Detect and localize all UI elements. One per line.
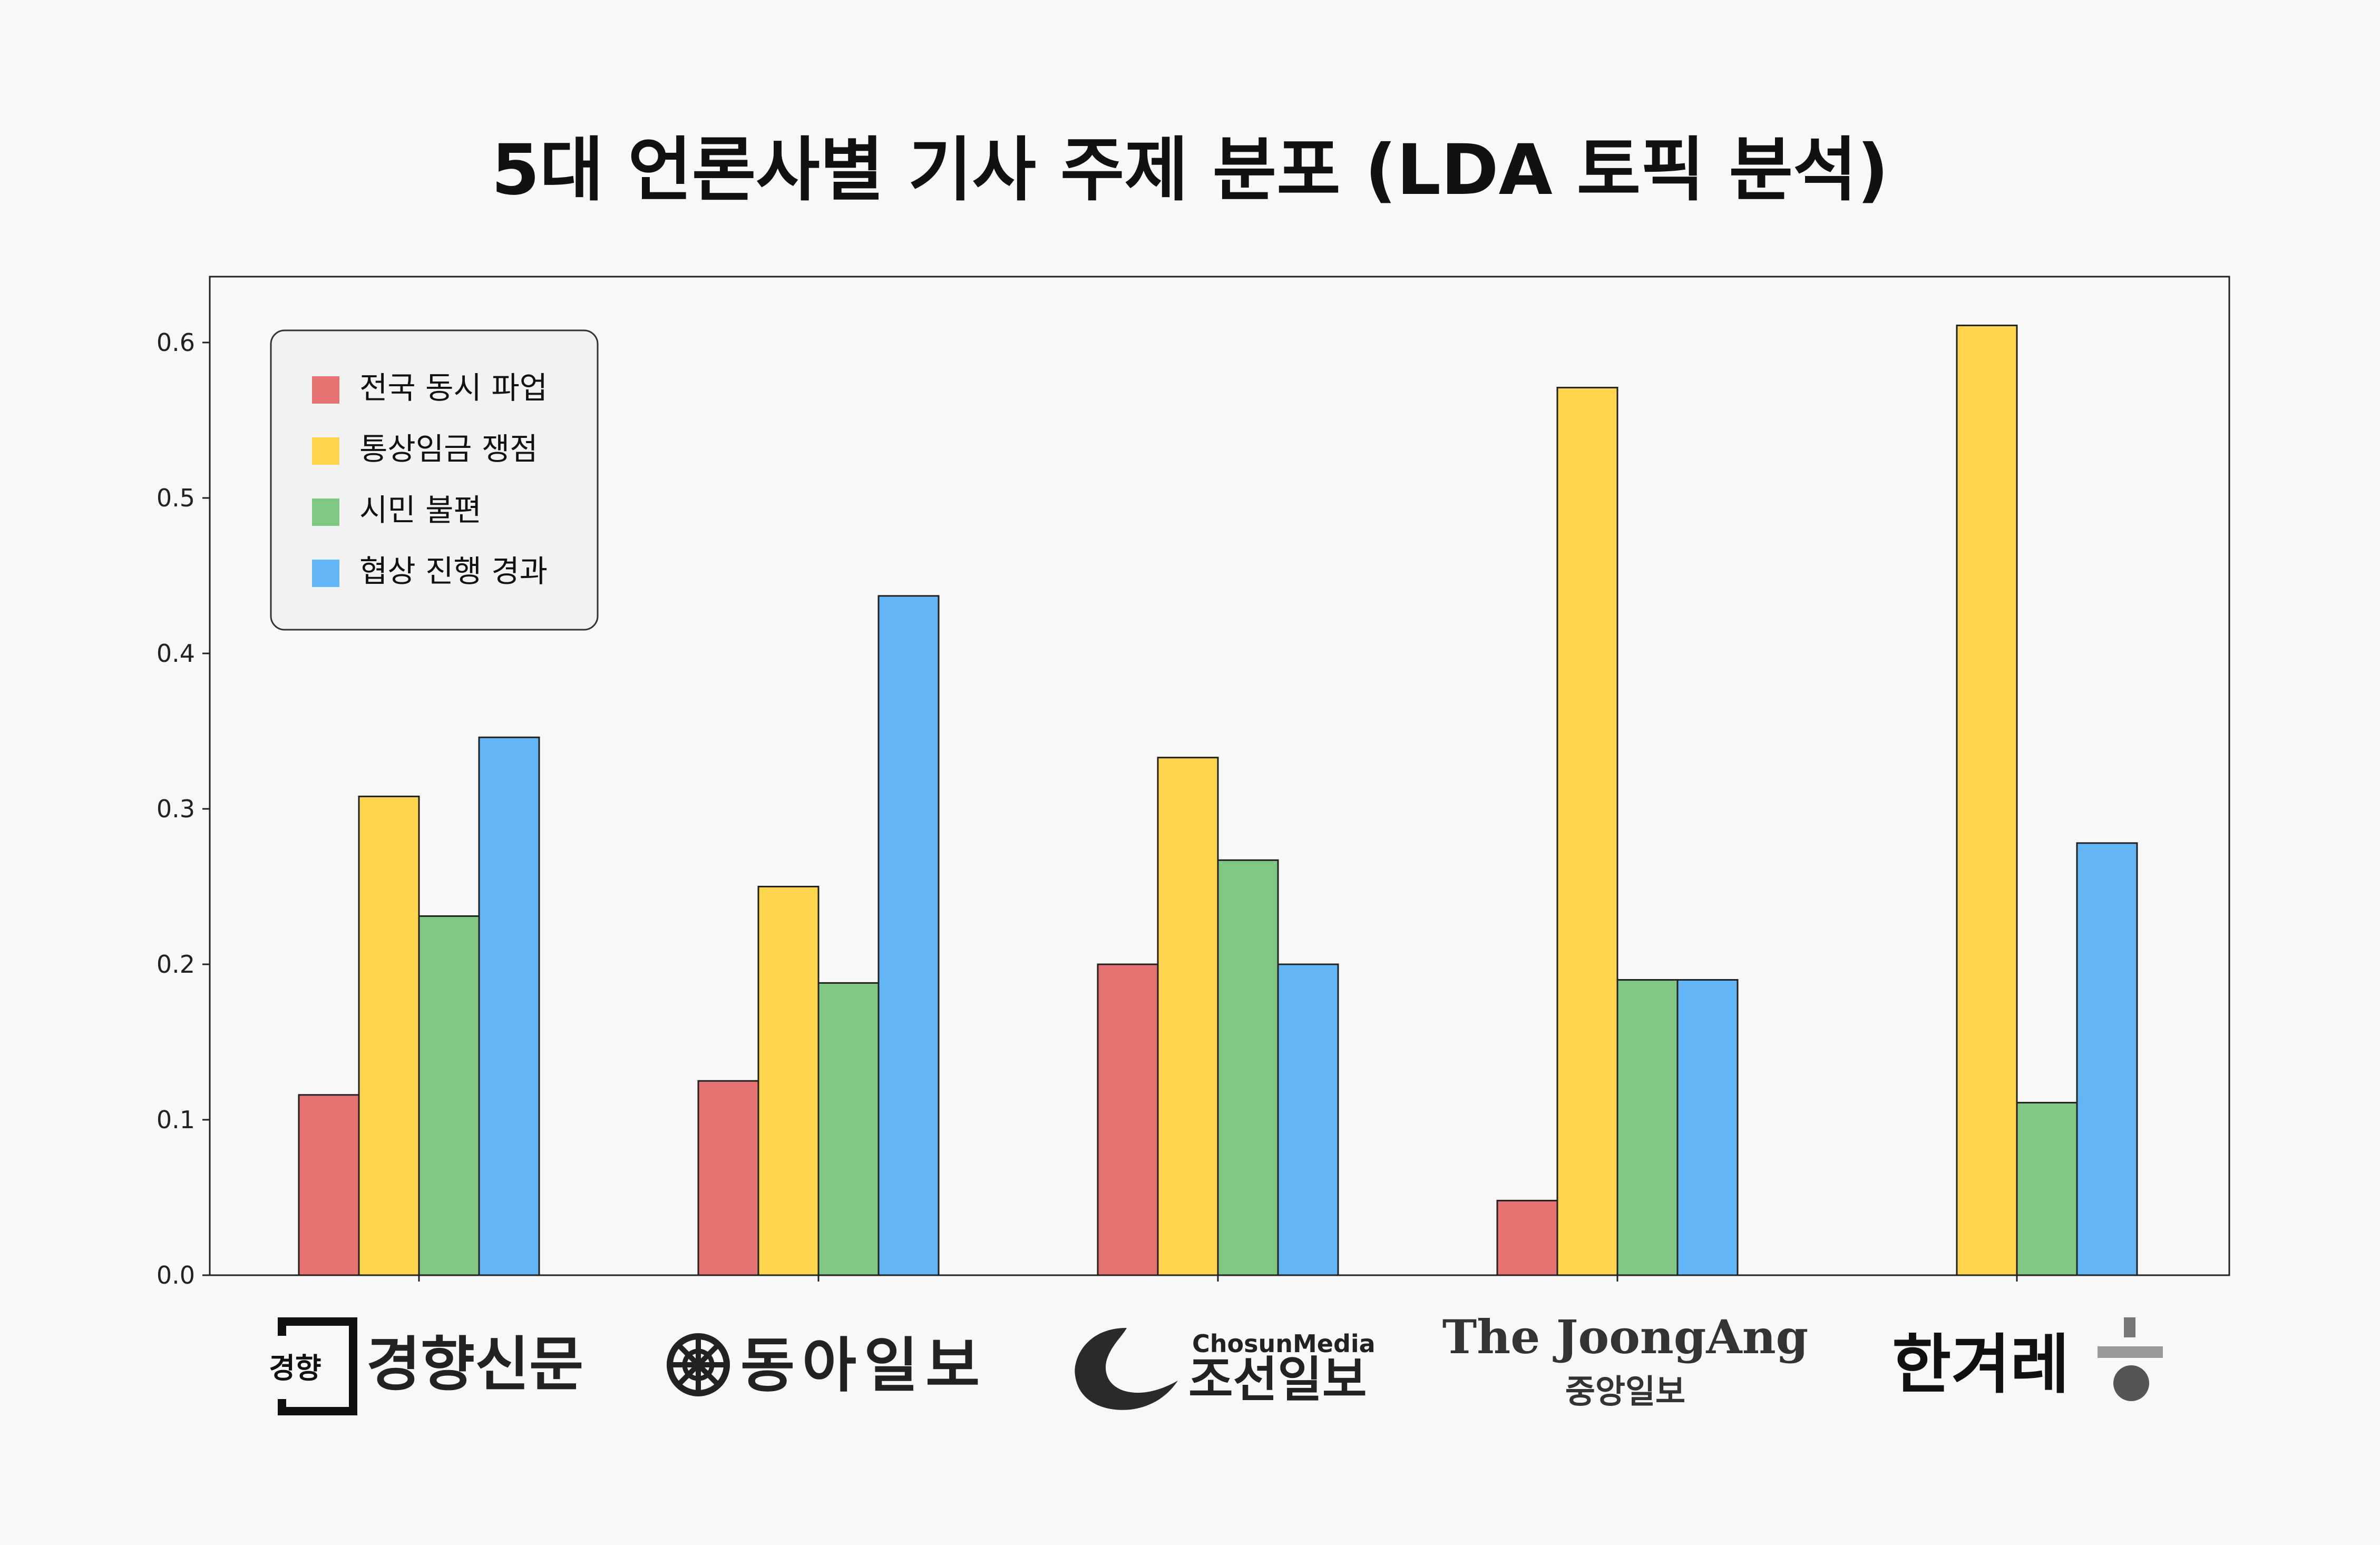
chosun-swoosh-icon (1075, 1328, 1178, 1410)
bar-2-1 (817, 982, 880, 1276)
chosun-top-label: ChosunMedia (1192, 1329, 1376, 1358)
bar-3-4 (2076, 842, 2138, 1276)
legend: 전국 동시 파업 통상임금 쟁점 시민 불편 협상 진행 경과 (270, 329, 599, 631)
bar-2-0 (418, 915, 480, 1276)
bar-2-3 (1616, 979, 1679, 1276)
khan-frame-gap (269, 1336, 300, 1399)
logo-joongang: The JoongAng 중앙일보 (1442, 1309, 1808, 1411)
y-axis: 0.0 0.1 0.2 0.3 0.4 0.5 0.6 (157, 328, 210, 1289)
logo-hani: 한겨레 (1892, 1317, 2163, 1402)
bars-group (298, 325, 2138, 1276)
joongang-top-label: The JoongAng (1442, 1309, 1808, 1364)
chosun-label: 조선일보 (1188, 1352, 1367, 1408)
bar-1-2 (1157, 757, 1219, 1276)
bar-0-0 (298, 1094, 360, 1276)
khan-small-label: 경향 (269, 1352, 321, 1385)
bar-0-1 (697, 1080, 759, 1276)
bar-0-3 (1496, 1199, 1558, 1276)
joongang-label: 중앙일보 (1565, 1372, 1685, 1411)
y-tick-label: 0.4 (157, 639, 195, 668)
bar-1-3 (1556, 387, 1618, 1276)
x-tick-marks (418, 1275, 2018, 1282)
y-tick-label: 0.0 (157, 1261, 195, 1289)
bar-3-1 (877, 595, 940, 1276)
y-tick-label: 0.5 (157, 484, 195, 512)
donga-label: 동아일보 (740, 1332, 987, 1400)
bar-3-0 (478, 736, 540, 1276)
y-tick-label: 0.6 (157, 328, 195, 357)
hani-symbol-icon (2098, 1317, 2163, 1401)
legend-swatch-inconvenience (312, 498, 339, 526)
bar-1-1 (757, 886, 820, 1276)
bar-3-3 (1676, 979, 1739, 1276)
y-tick-label: 0.2 (157, 950, 195, 979)
legend-label-negotiation: 협상 진행 경과 (359, 553, 548, 589)
bar-1-4 (1956, 325, 2018, 1276)
bar-3-2 (1277, 963, 1339, 1276)
legend-label-wage: 통상임금 쟁점 (359, 431, 538, 467)
legend-box (270, 329, 599, 631)
y-tick-label: 0.1 (157, 1106, 195, 1134)
bar-2-2 (1217, 859, 1279, 1276)
bar-1-0 (358, 795, 420, 1276)
legend-label-inconvenience: 시민 불편 (359, 492, 482, 528)
logo-khan: 경향 경향신문 (269, 1317, 583, 1415)
chart-title: 5대 언론사별 기사 주제 분포 (LDA 토픽 분석) (491, 130, 1889, 211)
legend-swatch-wage (312, 437, 339, 465)
khan-label: 경향신문 (366, 1331, 583, 1399)
legend-label-strike: 전국 동시 파업 (359, 370, 548, 406)
bar-2-4 (2016, 1102, 2078, 1276)
donga-emblem-icon (667, 1333, 730, 1396)
legend-swatch-strike (312, 376, 339, 404)
logo-donga: 동아일보 (667, 1332, 987, 1400)
y-tick-label: 0.3 (157, 795, 195, 823)
logo-chosun: ChosunMedia 조선일보 (1075, 1328, 1376, 1410)
hani-label: 한겨레 (1892, 1327, 2070, 1402)
legend-swatch-negotiation (312, 560, 339, 587)
bar-0-2 (1097, 963, 1159, 1276)
